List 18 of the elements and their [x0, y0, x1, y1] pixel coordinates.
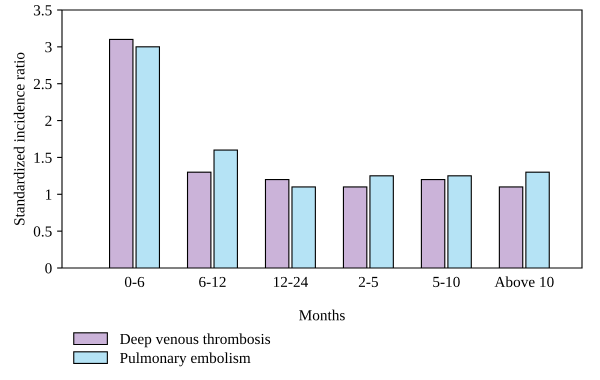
y-tick-label: 1 — [46, 190, 52, 200]
y-tick-label: 0.5 — [34, 226, 52, 237]
x-tick-label: 0-6 — [124, 276, 144, 288]
x-axis-title: Months — [299, 310, 345, 320]
y-tick-label: 3 — [45, 42, 52, 52]
x-tick-label: 5-10 — [433, 276, 460, 288]
x-tick-label: 2-5 — [358, 276, 378, 288]
y-tick-label: 2 — [45, 116, 52, 126]
x-tick-label: 12-24 — [274, 276, 308, 287]
y-tick-label: 2.5 — [34, 78, 52, 90]
legend-label: Pulmonary embolism — [120, 352, 250, 366]
legend-label: Deep venous thrombosis — [120, 333, 270, 348]
y-axis-title: Standardized incidence ratio — [14, 52, 25, 225]
y-tick-label: 0 — [45, 263, 52, 274]
y-tick-label: 1.5 — [34, 152, 52, 163]
x-tick-label: Above 10 — [494, 276, 554, 288]
x-tick-label: 6-12 — [199, 276, 226, 288]
y-tick-label: 3.5 — [34, 5, 52, 16]
